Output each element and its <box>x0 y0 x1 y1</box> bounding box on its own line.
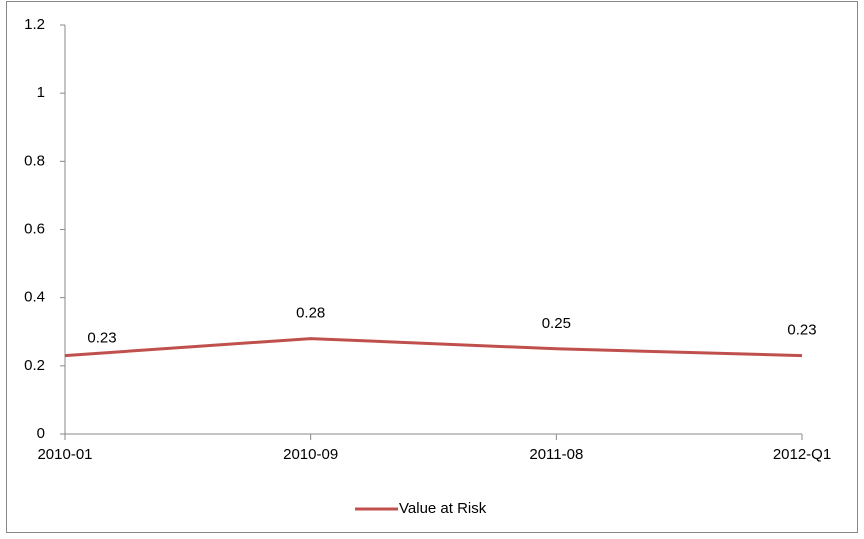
y-tick-label: 0 <box>37 425 45 442</box>
y-tick-label: 0.8 <box>24 152 45 169</box>
x-tick-label: 2010-09 <box>283 446 338 463</box>
y-tick-label: 0.2 <box>24 357 45 374</box>
x-tick-label: 2010-01 <box>37 446 92 463</box>
chart-border <box>6 1 858 533</box>
y-tick-label: 0.6 <box>24 220 45 237</box>
y-tick-label: 1 <box>37 84 45 101</box>
y-tick-label: 0.4 <box>24 289 45 306</box>
x-tick-label: 2012-Q1 <box>773 446 831 463</box>
x-tick-label: 2011-08 <box>529 446 583 463</box>
data-label: 0.25 <box>542 315 571 332</box>
data-label: 0.28 <box>296 305 325 322</box>
data-label: 0.23 <box>787 322 816 339</box>
series-line <box>64 337 803 358</box>
legend-label: Value at Risk <box>399 500 487 517</box>
data-label: 0.23 <box>87 330 116 347</box>
y-tick-label: 1.2 <box>24 16 45 33</box>
